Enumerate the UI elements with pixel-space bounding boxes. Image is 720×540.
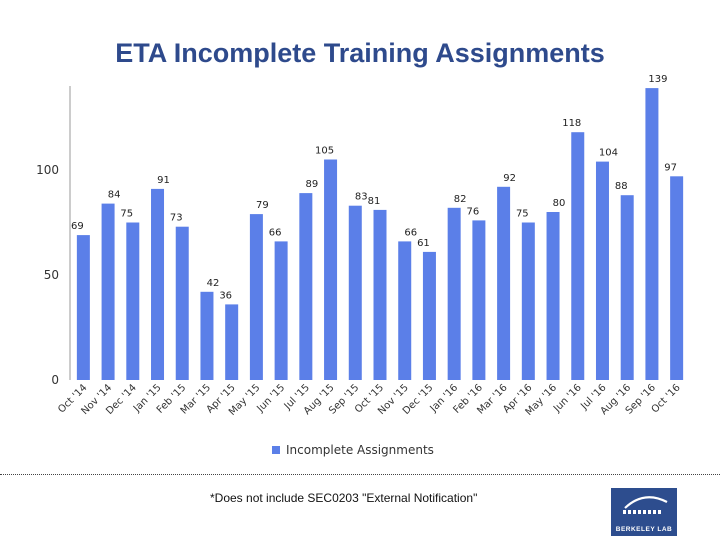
data-label: 92 [503,173,516,184]
y-tick-label: 50 [44,268,59,282]
bar [274,241,288,380]
bar [151,188,165,380]
bar [497,186,511,380]
data-label: 97 [664,162,677,173]
bar [126,222,140,380]
bar [398,241,412,380]
bar [571,132,585,380]
data-label: 66 [404,227,417,238]
data-label: 91 [157,175,170,186]
bars [76,88,684,380]
data-label: 75 [120,209,133,220]
data-label: 139 [648,74,667,85]
data-label: 89 [305,179,318,190]
bar [225,304,239,380]
data-label: 80 [553,198,566,209]
data-label: 105 [315,146,334,157]
data-label: 42 [207,278,220,289]
data-label: 82 [454,194,467,205]
bar [595,161,609,380]
bar [299,193,313,380]
bar [546,212,560,380]
data-label: 79 [256,200,269,211]
berkeley-lab-logo-icon [623,496,668,514]
legend: Incomplete Assignments [272,443,434,457]
data-label: 83 [355,192,368,203]
data-label: 66 [269,227,282,238]
y-tick-label: 100 [36,163,59,177]
y-axis: 0 50 100 [36,86,71,387]
bar [101,203,115,380]
data-label: 81 [368,196,381,207]
bar [200,291,214,380]
bar [620,195,634,380]
bar [645,88,659,380]
data-label: 75 [516,209,529,220]
bar [76,235,90,380]
legend-label: Incomplete Assignments [286,443,434,457]
footer-divider [0,474,720,475]
data-label: 73 [170,213,183,224]
bar [348,205,362,380]
bar [447,207,461,380]
data-label: 84 [108,190,121,201]
bar [670,176,684,380]
y-tick-label: 0 [51,373,59,387]
bar [373,209,387,380]
data-label: 61 [417,238,430,249]
bar [472,220,486,380]
data-label: 76 [467,206,480,217]
legend-swatch [272,446,280,454]
chart-title: ETA Incomplete Training Assignments [115,38,605,68]
data-label: 118 [562,118,581,129]
bar [175,226,189,380]
bar [521,222,535,380]
berkeley-lab-logo: BERKELEY LAB [611,488,677,536]
bar [422,251,436,380]
data-label: 104 [599,148,618,159]
data-label: 69 [71,221,84,232]
bar [249,214,263,380]
logo-text: BERKELEY LAB [615,526,673,533]
data-label: 88 [615,181,628,192]
data-label: 36 [219,290,232,301]
footnote: *Does not include SEC0203 "External Noti… [210,491,478,505]
bar [324,159,338,380]
